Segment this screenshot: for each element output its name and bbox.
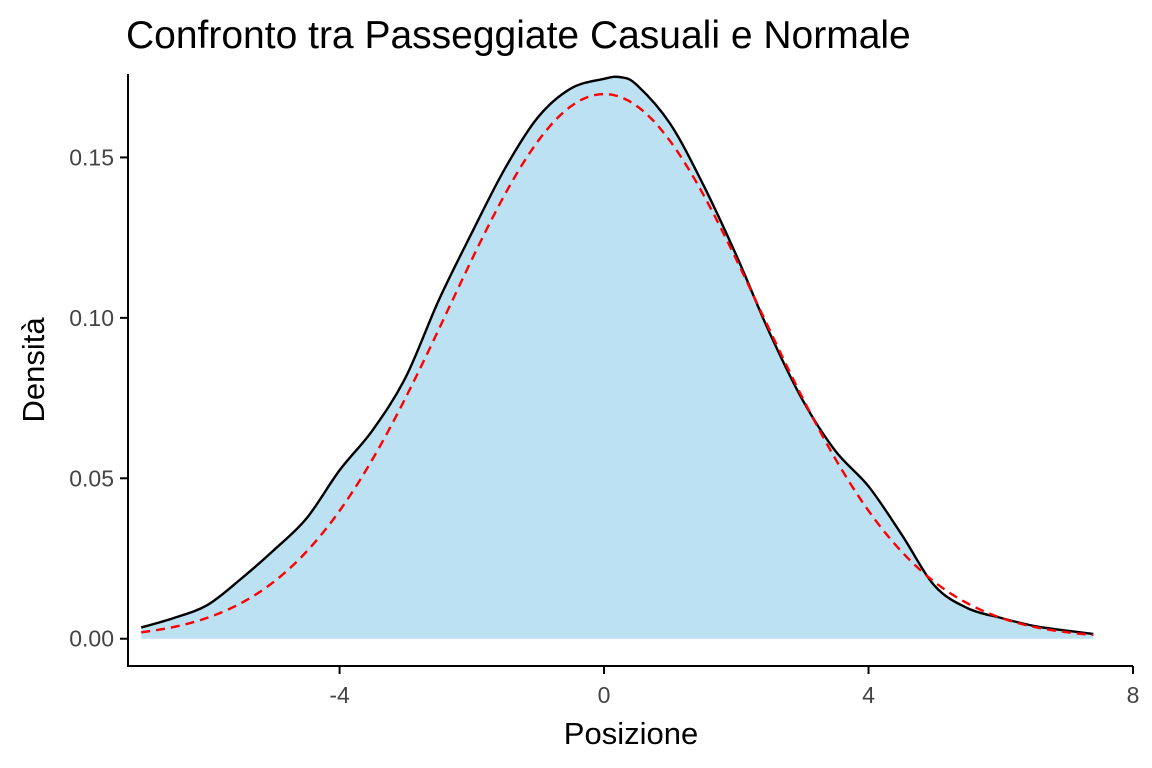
x-tick-label: 0 bbox=[598, 682, 611, 708]
y-axis-ticks: 0.00 0.05 0.10 0.15 bbox=[69, 144, 128, 652]
y-tick-label: 0.15 bbox=[69, 144, 114, 170]
density-line bbox=[140, 75, 1094, 636]
y-tick-label: 0.00 bbox=[69, 626, 114, 652]
plot-area bbox=[140, 75, 1094, 639]
x-axis-title: Posizione bbox=[564, 716, 698, 751]
normal-curve-line bbox=[141, 92, 1094, 637]
x-tick-label: -4 bbox=[329, 682, 350, 708]
y-tick-label: 0.05 bbox=[69, 465, 114, 491]
y-axis-title: Densità bbox=[16, 317, 51, 423]
x-tick-label: 4 bbox=[862, 682, 875, 708]
density-area-fill bbox=[141, 76, 1094, 639]
x-tick-label: 8 bbox=[1127, 682, 1140, 708]
x-axis-ticks: -4 0 4 8 bbox=[329, 666, 1139, 708]
y-tick-label: 0.10 bbox=[69, 305, 114, 331]
chart-title: Confronto tra Passeggiate Casuali e Norm… bbox=[126, 14, 911, 57]
